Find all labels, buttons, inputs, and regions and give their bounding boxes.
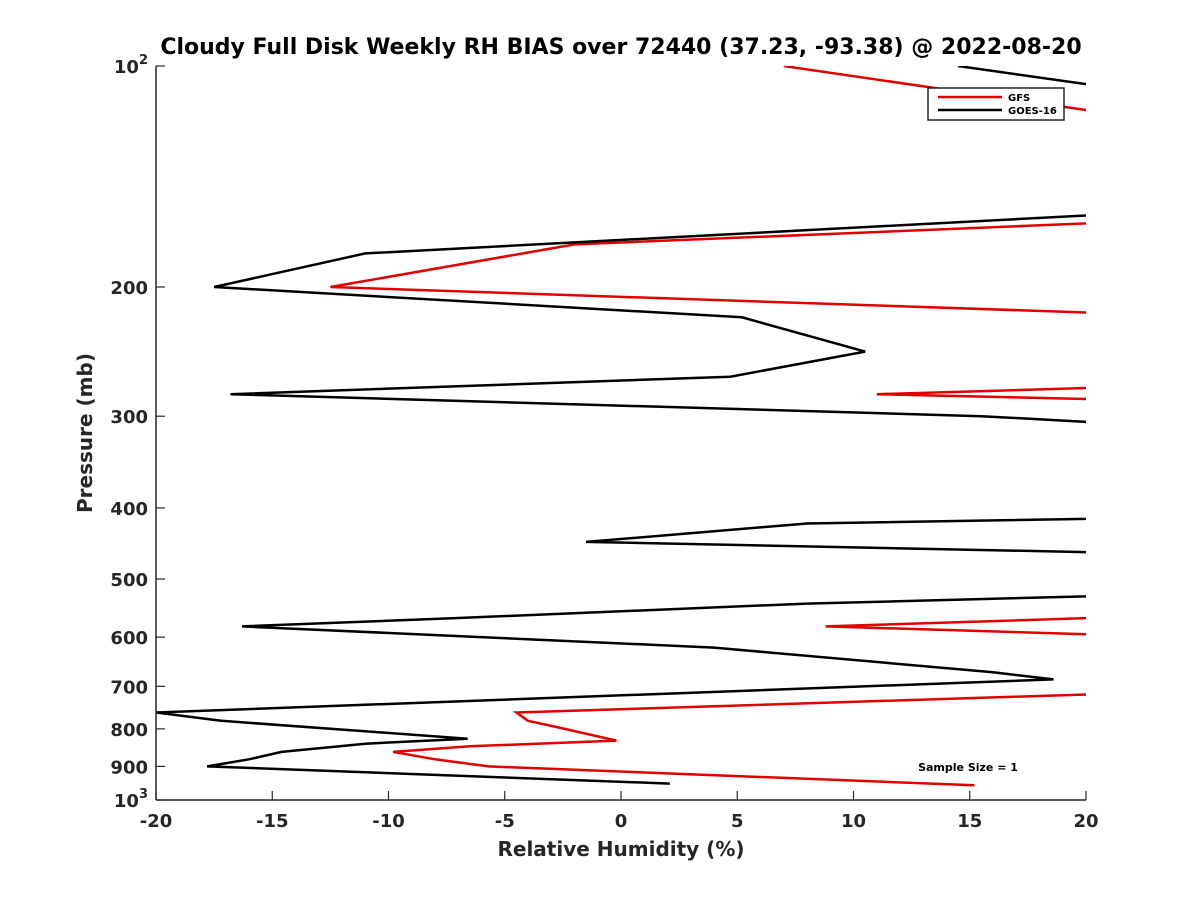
series-line-segment: [330, 222, 1086, 314]
y-tick-label: 102: [114, 53, 148, 78]
x-tick-label: 20: [1073, 811, 1098, 832]
series-line-segment: [585, 517, 1086, 554]
series-line-segment: [876, 386, 1086, 401]
y-tick-label: 400: [110, 499, 148, 520]
series-line-segment: [825, 616, 1086, 636]
x-tick-label: -20: [140, 811, 173, 832]
series-gfs: [330, 66, 1086, 787]
sample-size-annotation: Sample Size = 1: [918, 761, 1018, 774]
x-tick-label: 10: [841, 811, 866, 832]
chart-title: Cloudy Full Disk Weekly RH BIAS over 724…: [160, 35, 1081, 60]
y-tick-label: 900: [110, 757, 148, 778]
x-tick-label: -10: [372, 811, 405, 832]
legend-label-gfs: GFS: [1008, 93, 1030, 104]
x-axis-label: Relative Humidity (%): [497, 837, 744, 861]
y-tick-label: 600: [110, 628, 148, 649]
y-tick-label: 200: [110, 278, 148, 299]
series-goes-16: [156, 66, 1086, 785]
series-line-segment: [392, 693, 1086, 787]
x-tick-label: 0: [615, 811, 628, 832]
x-tick-label: 15: [957, 811, 982, 832]
series-line-segment: [156, 595, 1086, 785]
series-layer: [156, 66, 1086, 787]
legend: GFS GOES-16: [927, 87, 1065, 121]
y-tick-label: 800: [110, 720, 148, 741]
x-tick-label: -15: [256, 811, 289, 832]
series-line-segment: [957, 66, 1086, 86]
y-tick-label: 700: [110, 677, 148, 698]
legend-box: [927, 87, 1065, 121]
y-axis-label: Pressure (mb): [73, 353, 97, 513]
x-tick-label: -5: [495, 811, 515, 832]
x-tick-label: 5: [731, 811, 744, 832]
legend-label-goes16: GOES-16: [1008, 106, 1057, 117]
series-line-segment: [213, 214, 1086, 424]
y-tick-label: 300: [110, 407, 148, 428]
y-tick-label: 103: [114, 787, 148, 812]
y-tick-label: 500: [110, 570, 148, 591]
axes-layer: -20 -15 -10 -5 0 5 10 15 20 102 200 300 400 500 600 700…: [110, 53, 1098, 832]
